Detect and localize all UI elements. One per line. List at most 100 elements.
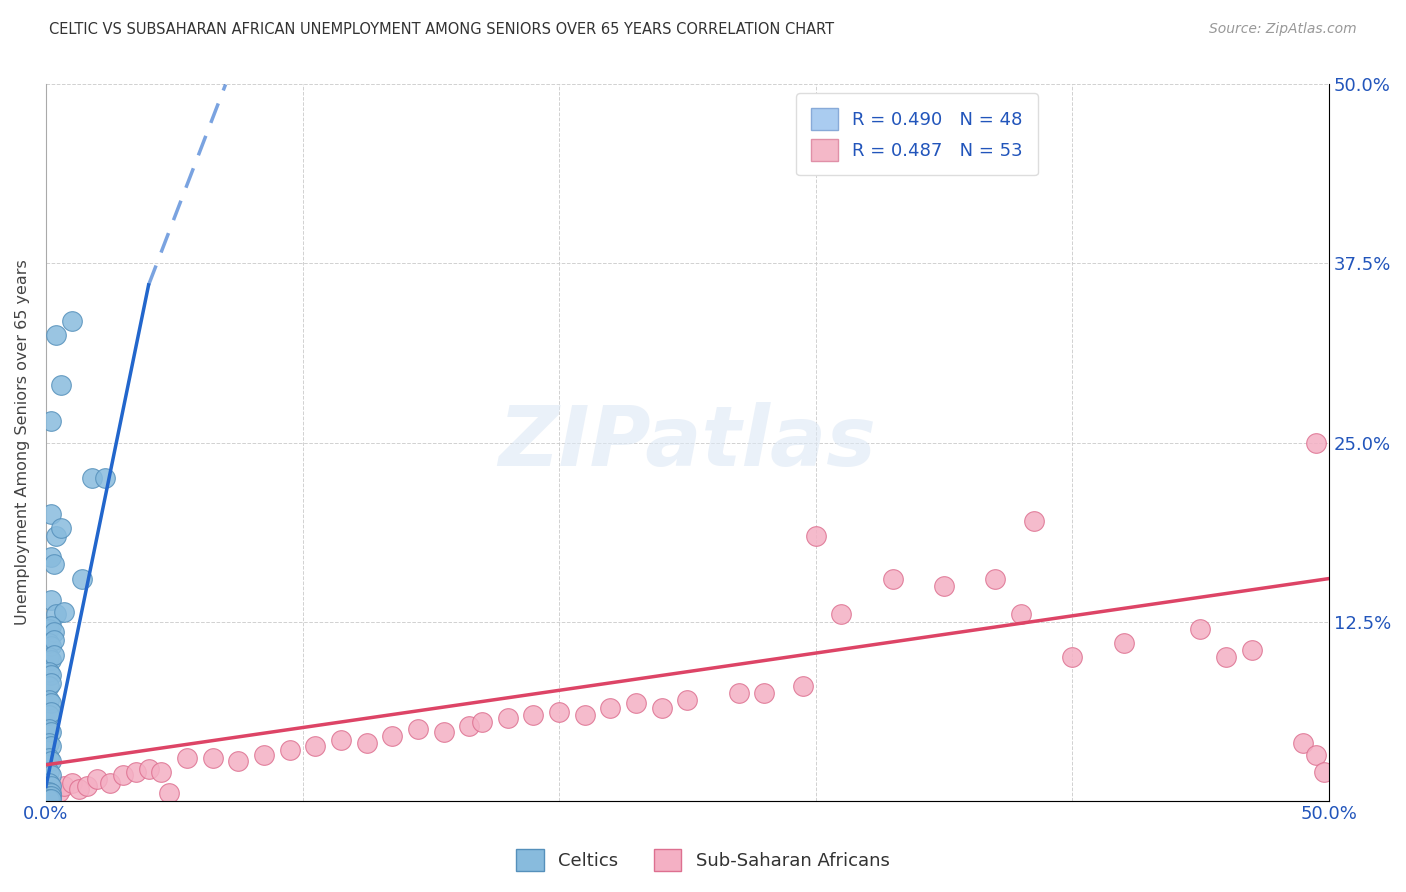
- Point: [599, 700, 621, 714]
- Point: [60, 314, 83, 328]
- Point: [1305, 435, 1327, 450]
- Point: [76, 779, 98, 793]
- Point: [1240, 643, 1263, 657]
- Point: [38, 776, 60, 790]
- Point: [45, 528, 67, 542]
- Point: [38, 764, 60, 779]
- Point: [42, 648, 65, 662]
- Point: [984, 572, 1007, 586]
- Point: [45, 328, 67, 343]
- Point: [111, 768, 134, 782]
- Point: [496, 710, 519, 724]
- Point: [38, 650, 60, 665]
- Point: [94, 471, 117, 485]
- Point: [458, 719, 481, 733]
- Point: [38, 785, 60, 799]
- Point: [39, 768, 62, 782]
- Point: [60, 776, 83, 790]
- Point: [52, 605, 75, 619]
- Point: [39, 696, 62, 710]
- Text: Source: ZipAtlas.com: Source: ZipAtlas.com: [1209, 22, 1357, 37]
- Text: ZIPatlas: ZIPatlas: [499, 402, 876, 483]
- Point: [1189, 622, 1212, 636]
- Point: [125, 764, 148, 779]
- Point: [804, 528, 827, 542]
- Point: [356, 736, 378, 750]
- Point: [150, 764, 173, 779]
- Point: [1305, 747, 1327, 762]
- Point: [39, 705, 62, 719]
- Point: [39, 414, 62, 428]
- Point: [38, 636, 60, 650]
- Point: [51, 521, 73, 535]
- Point: [754, 686, 776, 700]
- Point: [38, 693, 60, 707]
- Point: [253, 747, 276, 762]
- Point: [39, 779, 62, 793]
- Point: [304, 739, 326, 754]
- Point: [932, 579, 955, 593]
- Point: [39, 550, 62, 565]
- Point: [38, 622, 60, 636]
- Text: CELTIC VS SUBSAHARAN AFRICAN UNEMPLOYMENT AMONG SENIORS OVER 65 YEARS CORRELATIO: CELTIC VS SUBSAHARAN AFRICAN UNEMPLOYMEN…: [49, 22, 834, 37]
- Point: [38, 789, 60, 804]
- Point: [39, 619, 62, 633]
- Point: [157, 787, 180, 801]
- Point: [792, 679, 814, 693]
- Point: [471, 714, 494, 729]
- Point: [433, 724, 456, 739]
- Point: [39, 639, 62, 653]
- Point: [42, 624, 65, 639]
- Point: [830, 607, 852, 622]
- Point: [39, 739, 62, 754]
- Point: [39, 787, 62, 801]
- Point: [86, 772, 108, 786]
- Point: [651, 700, 673, 714]
- Point: [67, 782, 90, 797]
- Point: [98, 776, 121, 790]
- Point: [882, 572, 904, 586]
- Point: [48, 785, 70, 799]
- Point: [1062, 650, 1084, 665]
- Point: [42, 633, 65, 648]
- Point: [38, 722, 60, 736]
- Point: [38, 707, 60, 722]
- Y-axis label: Unemployment Among Seniors over 65 years: Unemployment Among Seniors over 65 years: [15, 260, 30, 625]
- Point: [39, 792, 62, 806]
- Point: [38, 736, 60, 750]
- Point: [39, 667, 62, 681]
- Point: [330, 733, 353, 747]
- Point: [51, 378, 73, 392]
- Point: [676, 693, 699, 707]
- Point: [38, 792, 60, 806]
- Point: [278, 743, 301, 757]
- Point: [1112, 636, 1135, 650]
- Point: [1312, 764, 1334, 779]
- Point: [52, 779, 75, 793]
- Point: [42, 558, 65, 572]
- Point: [406, 722, 429, 736]
- Point: [39, 593, 62, 607]
- Point: [82, 471, 104, 485]
- Point: [1292, 736, 1315, 750]
- Point: [70, 572, 93, 586]
- Point: [381, 729, 404, 743]
- Point: [39, 724, 62, 739]
- Point: [1215, 650, 1237, 665]
- Point: [39, 653, 62, 667]
- Point: [42, 782, 65, 797]
- Point: [201, 750, 224, 764]
- Point: [548, 705, 571, 719]
- Point: [1022, 514, 1045, 528]
- Point: [228, 754, 250, 768]
- Point: [38, 665, 60, 679]
- Point: [38, 679, 60, 693]
- Point: [39, 754, 62, 768]
- Point: [138, 762, 160, 776]
- Point: [45, 607, 67, 622]
- Point: [522, 707, 544, 722]
- Point: [38, 750, 60, 764]
- Legend: R = 0.490   N = 48, R = 0.487   N = 53: R = 0.490 N = 48, R = 0.487 N = 53: [796, 94, 1038, 176]
- Point: [1010, 607, 1032, 622]
- Point: [574, 707, 596, 722]
